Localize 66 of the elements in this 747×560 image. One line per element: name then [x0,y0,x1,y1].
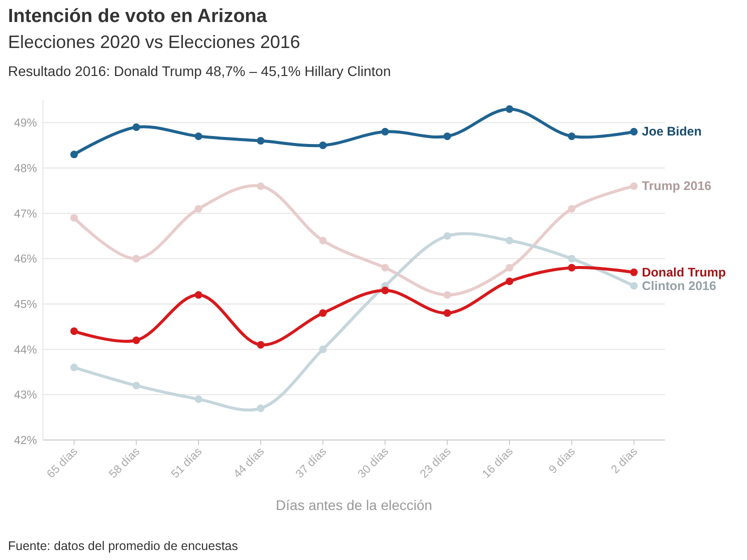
point [256,341,264,349]
y-tick-label: 45% [14,299,37,311]
source-note: Fuente: datos del promedio de encuestas [8,539,238,553]
point [568,254,576,262]
point [256,182,264,190]
point [381,286,389,294]
point [568,205,576,213]
point [132,336,140,344]
point [70,214,78,222]
y-tick-label: 43% [14,390,37,402]
point [194,395,202,403]
point [194,291,202,299]
point [630,128,638,136]
point [256,404,264,412]
x-tick-label: 23 días [418,445,454,481]
x-tick-label: 30 días [356,445,392,481]
x-tick-label: 51 días [169,445,205,481]
point [444,132,452,140]
y-tick-label: 46% [14,254,37,266]
point [381,264,389,272]
series-label: Joe Biden [642,124,702,139]
point [319,236,327,244]
point [381,128,389,136]
point [256,137,264,145]
point [506,278,514,286]
point [132,254,140,262]
point [506,264,514,272]
x-tick-label: 9 días [547,445,578,476]
point [319,346,327,354]
point [132,123,140,131]
point [132,382,140,390]
point [194,132,202,140]
point [506,105,514,113]
point [568,264,576,272]
x-tick-label: 2 días [609,445,640,476]
x-tick-label: 58 días [107,445,143,481]
point [70,150,78,158]
x-axis-title: Días antes de la elección [276,497,432,513]
point [568,132,576,140]
chart-subtitle: Elecciones 2020 vs Elecciones 2016 [8,32,300,52]
point [444,232,452,240]
point [630,182,638,190]
series-label: Donald Trump [642,265,726,280]
point [444,309,452,317]
y-tick-label: 49% [14,118,37,130]
point [70,327,78,335]
point [630,282,638,290]
y-tick-label: 48% [14,163,37,175]
point [630,268,638,276]
y-tick-label: 47% [14,208,37,220]
x-tick-label: 16 días [480,445,516,481]
point [444,291,452,299]
x-tick-label: 44 días [232,445,267,481]
x-tick-label: 65 días [45,445,80,481]
point [319,309,327,317]
chart-title: Intención de voto en Arizona [8,6,268,27]
y-tick-label: 42% [14,435,37,447]
series-label: Clinton 2016 [642,278,716,293]
point [70,364,78,372]
point [194,205,202,213]
point [319,142,327,150]
text: Resultado 2016: Donald Trump 48,7% – 45,1% Hillary Clinton [8,63,391,79]
y-tick-label: 44% [14,344,37,356]
series-label: Trump 2016 [642,179,712,194]
point [506,236,514,244]
x-tick-label: 37 días [294,445,330,481]
